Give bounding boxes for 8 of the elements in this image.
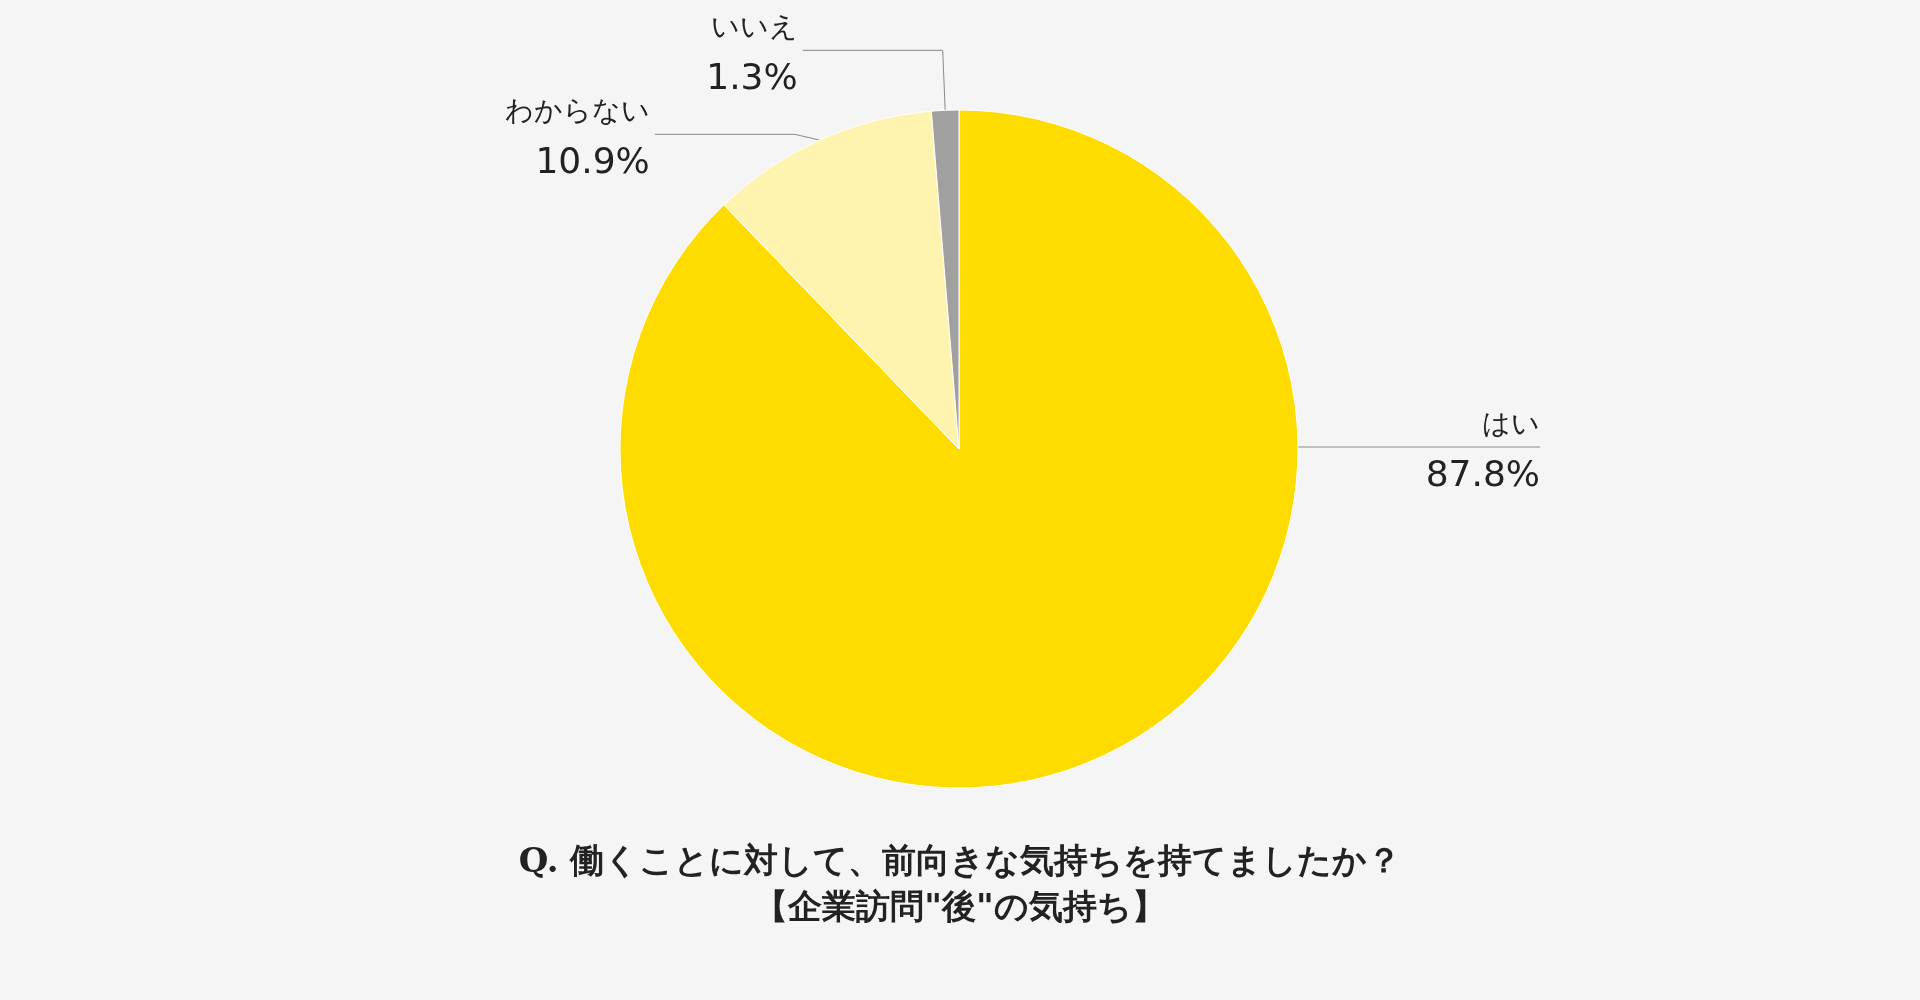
slice-label: はい	[1482, 406, 1540, 440]
text: 【企業訪問"後"の気持ち】	[754, 886, 1166, 926]
data-label: 1.3%	[706, 55, 798, 97]
data-label: 87.8%	[1425, 452, 1540, 494]
slice-label: わからない	[504, 93, 650, 127]
text: Q. 働くことに対して、前向きな気持ちを持てましたか？	[518, 840, 1402, 880]
slice-label: いいえ	[710, 9, 798, 43]
data-label: 10.9%	[535, 139, 650, 181]
